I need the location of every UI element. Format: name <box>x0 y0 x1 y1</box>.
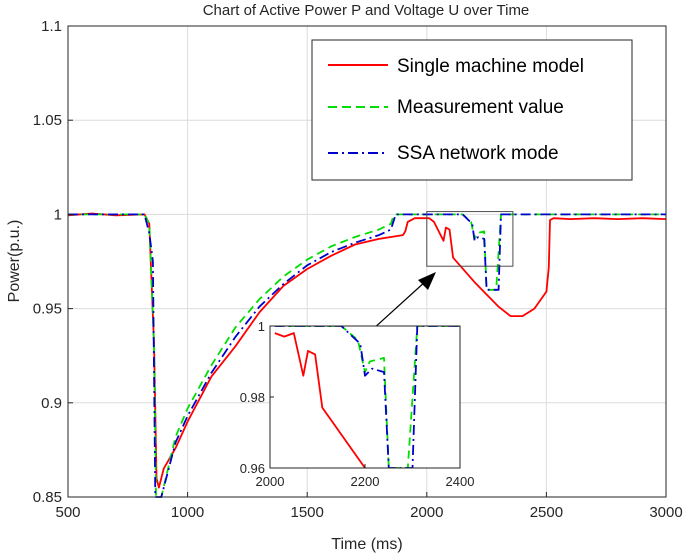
inset-y-tick-label: 0.96 <box>240 461 265 476</box>
x-axis-title: Time (ms) <box>331 536 402 553</box>
legend-label-ssa: SSA network mode <box>397 143 559 164</box>
inset-chart: 2000 2200 2400 0.96 0.98 1 <box>240 319 475 489</box>
y-tick-label: 0.95 <box>33 301 62 318</box>
chart-title: Chart of Active Power P and Voltage U ov… <box>203 2 530 19</box>
inset-x-tick-label: 2200 <box>351 474 380 489</box>
inset-background <box>270 326 460 468</box>
y-tick-label: 0.9 <box>41 395 62 412</box>
series-single-machine-model <box>67 212 667 489</box>
zoom-arrow <box>371 272 436 331</box>
inset-series-group <box>274 326 460 468</box>
x-tick-label: 2500 <box>530 504 563 521</box>
inset-x-tick-label: 2400 <box>446 474 475 489</box>
x-tick-label: 2000 <box>410 504 443 521</box>
x-tick-label: 1000 <box>171 504 204 521</box>
main-plot-frame <box>67 25 667 498</box>
inset-y-tick-label: 0.98 <box>240 390 265 405</box>
inset-x-tick-label: 2000 <box>256 474 285 489</box>
series-measurement-value <box>68 213 666 498</box>
legend-box <box>311 39 633 181</box>
inset-series-single-machine-model <box>274 332 366 468</box>
legend: Single machine model Measurement value S… <box>311 39 633 181</box>
x-tick-label: 500 <box>55 504 80 521</box>
zoom-region-box <box>426 211 514 267</box>
y-axis-title: Power(p.u.) <box>6 220 23 303</box>
inset-y-tick-label: 1 <box>258 319 265 334</box>
inset-series-ssa-network-mode <box>274 326 460 468</box>
legend-label-measurement: Measurement value <box>397 97 564 118</box>
main-ticks: 500 1000 1500 2000 2500 3000 0.85 0.9 0.95 1 1.05 1… <box>33 18 683 521</box>
x-tick-label: 1500 <box>291 504 324 521</box>
y-tick-label: 0.85 <box>33 489 62 506</box>
legend-label-single-machine: Single machine model <box>397 56 584 77</box>
x-tick-label: 3000 <box>649 504 682 521</box>
y-tick-label: 1 <box>54 206 62 223</box>
y-tick-label: 1.1 <box>41 18 62 35</box>
inset-ticks: 2000 2200 2400 0.96 0.98 1 <box>240 319 475 489</box>
y-tick-label: 1.05 <box>33 112 62 129</box>
